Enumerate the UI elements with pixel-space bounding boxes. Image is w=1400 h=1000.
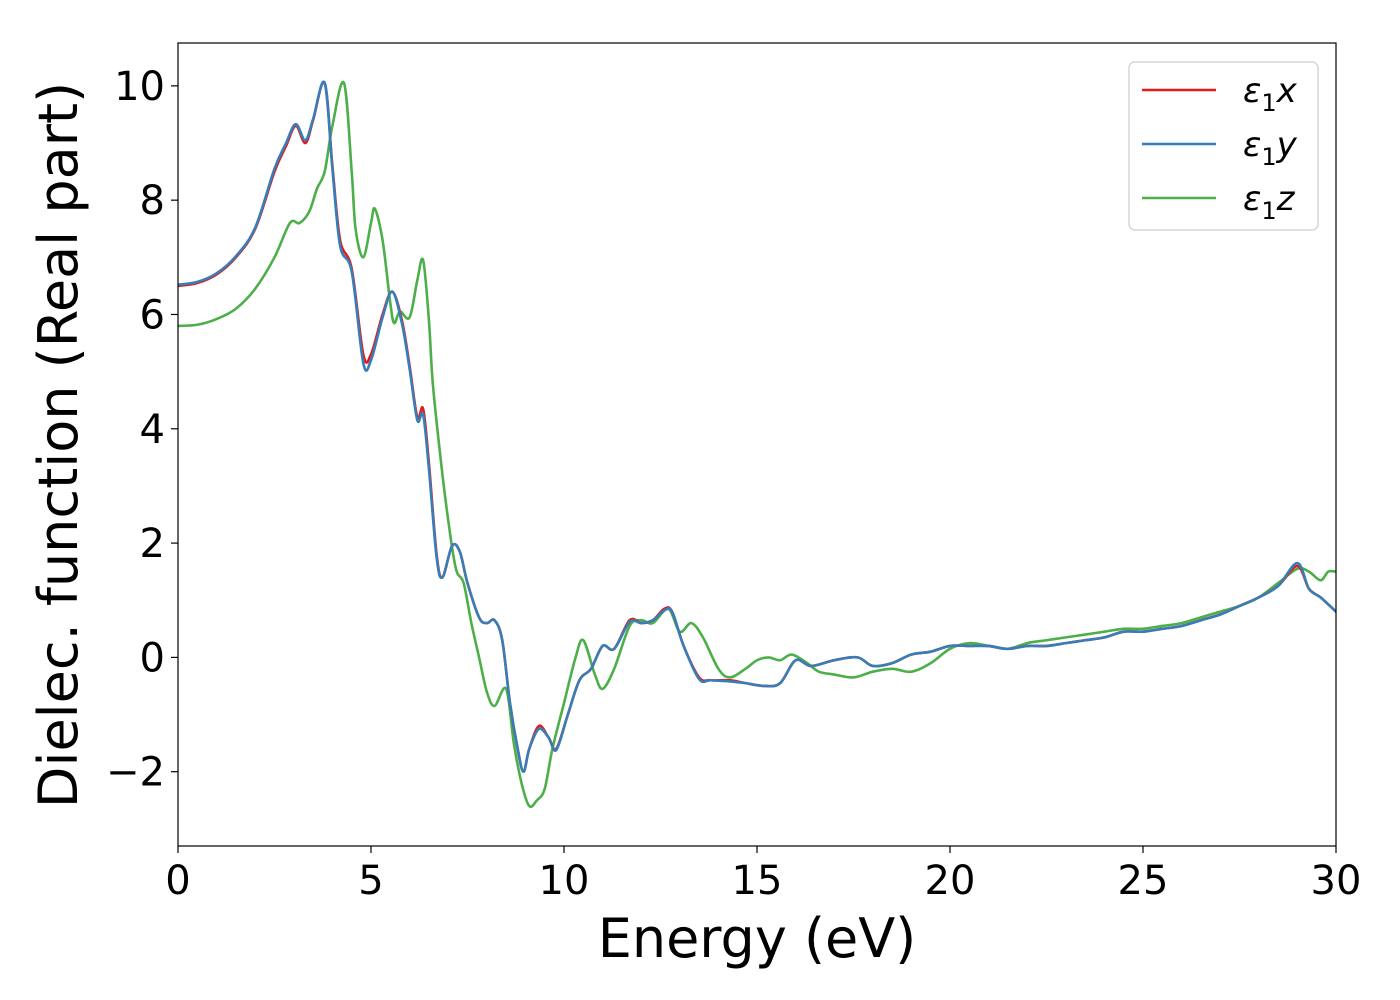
y-tick-label: −2 — [106, 750, 165, 796]
y-tick-label: 8 — [140, 178, 165, 224]
x-tick-label: 15 — [732, 858, 783, 904]
legend-box — [1128, 61, 1319, 231]
y-tick-label: 2 — [140, 521, 165, 567]
y-tick-label: 10 — [114, 64, 165, 110]
x-axis-ticks: 0 5 10 15 20 25 30 — [165, 846, 1361, 904]
legend: ε1x ε1y ε1z — [1128, 61, 1319, 231]
legend-label-y: ε1y — [1243, 125, 1298, 171]
x-tick-label: 30 — [1311, 858, 1362, 904]
legend-label-z: ε1z — [1243, 179, 1296, 225]
series-line-z — [178, 80, 1336, 809]
y-tick-label: 6 — [140, 292, 165, 338]
y-tick-label: 4 — [140, 407, 165, 453]
x-tick-label: 5 — [358, 858, 383, 904]
x-tick-label: 0 — [165, 858, 190, 904]
series-layer — [178, 80, 1336, 809]
x-tick-label: 10 — [539, 858, 590, 904]
legend-label-x: ε1x — [1243, 71, 1298, 117]
y-tick-label: 0 — [140, 635, 165, 681]
x-tick-label: 25 — [1118, 858, 1169, 904]
series-line-y — [178, 80, 1336, 773]
x-tick-label: 20 — [925, 858, 976, 904]
y-axis-ticks: −2 0 2 4 6 8 10 — [106, 64, 178, 796]
y-axis-title: Dielec. function (Real part) — [27, 82, 90, 808]
legend-items: ε1x ε1y ε1z — [1142, 71, 1298, 225]
x-axis-title: Energy (eV) — [598, 907, 917, 970]
